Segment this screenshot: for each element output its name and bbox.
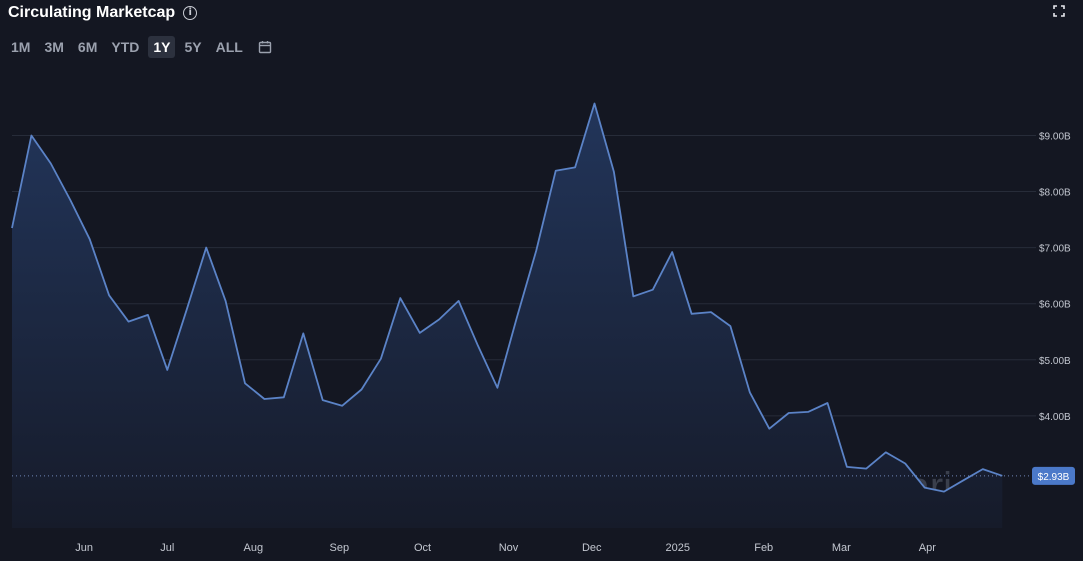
chart-title: Circulating Marketcap i (8, 4, 198, 22)
range-button-6m[interactable]: 6M (77, 39, 98, 55)
range-button-5y[interactable]: 5Y (184, 39, 202, 55)
range-button-ytd[interactable]: YTD (111, 39, 140, 55)
x-tick-label: Oct (414, 542, 431, 554)
range-button-1m[interactable]: 1M (11, 39, 31, 55)
x-tick-label: Sep (330, 542, 350, 554)
time-range-selector: 1M 3M 6M YTD 1Y 5Y ALL (6, 36, 272, 58)
fullscreen-icon[interactable] (1053, 5, 1065, 17)
series-area (12, 103, 1003, 528)
x-tick-label: Feb (754, 542, 773, 554)
x-tick-label: Apr (919, 542, 936, 554)
x-tick-label: Dec (582, 542, 602, 554)
x-tick-label: Jun (75, 542, 93, 554)
range-button-3m[interactable]: 3M (44, 39, 64, 55)
y-tick-label: $6.00B (1039, 300, 1071, 311)
y-axis: $4.00B $5.00B $6.00B $7.00B $8.00B $9.00B (1039, 131, 1071, 422)
info-icon[interactable]: i (183, 6, 198, 20)
last-value-badge-bg (1032, 466, 1075, 485)
y-tick-label: $5.00B (1039, 356, 1071, 367)
x-tick-label: 2025 (665, 542, 689, 554)
calendar-icon[interactable] (258, 40, 272, 54)
series-line (11, 102, 1003, 493)
last-value-label: $2.93B (1038, 472, 1070, 483)
x-tick-label: Jul (160, 542, 174, 554)
y-tick-label: $8.00B (1039, 188, 1071, 199)
x-tick-label: Mar (832, 542, 851, 554)
x-tick-label: Aug (244, 542, 264, 554)
range-button-1y[interactable]: 1Y (148, 36, 176, 58)
range-button-all[interactable]: ALL (215, 39, 243, 55)
y-tick-label: $4.00B (1039, 412, 1071, 423)
y-tick-label: $7.00B (1039, 244, 1071, 255)
x-tick-label: Nov (499, 542, 519, 554)
x-axis: Jun Jul Aug Sep Oct Nov Dec 2025 Feb Mar Apr (75, 542, 936, 554)
chart-title-text: Circulating Marketcap (8, 4, 176, 21)
y-tick-label: $9.00B (1039, 131, 1071, 142)
last-value-badge: $2.93B (1032, 466, 1075, 485)
